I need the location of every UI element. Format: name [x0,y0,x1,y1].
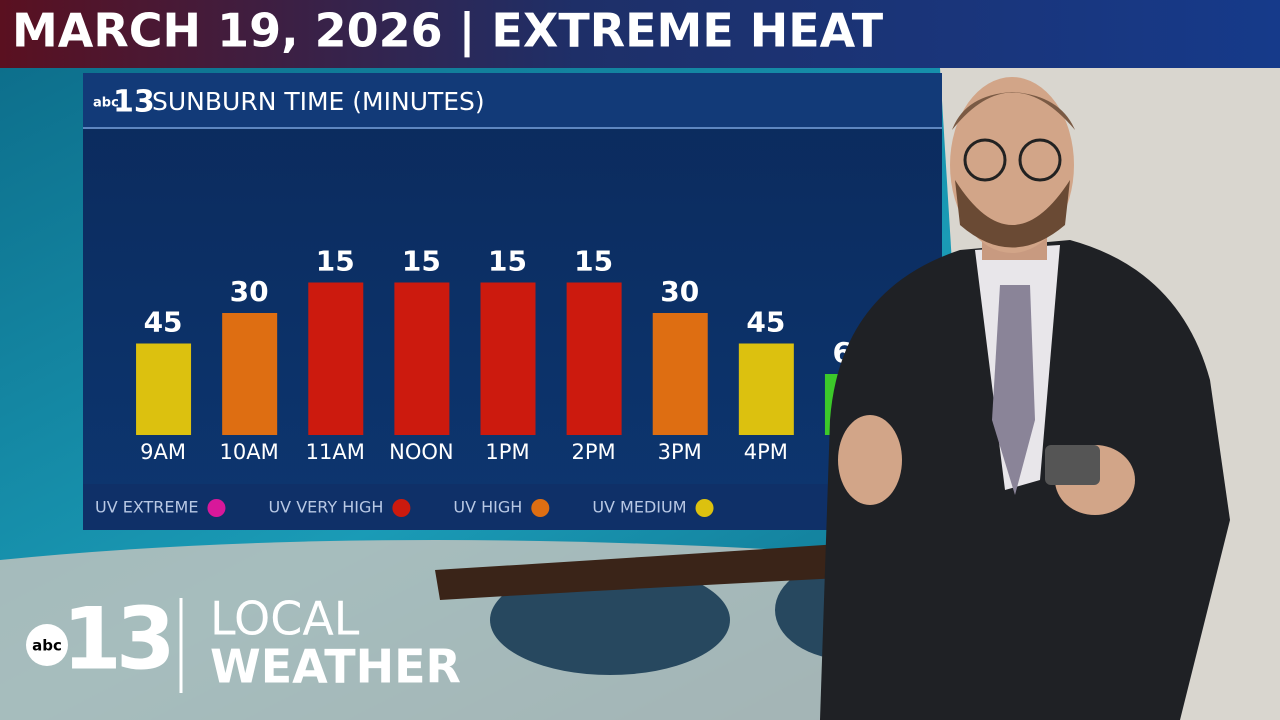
bar [394,282,450,435]
header-bar [0,0,1280,68]
value-label: 30 [230,275,269,308]
value-label: 15 [488,245,527,278]
show-line2: WEATHER [210,640,461,694]
x-tick-label: 9AM [140,440,186,464]
value-label: 45 [144,306,183,339]
x-tick-label: 11AM [306,440,365,464]
legend-label: UV VERY HIGH [268,498,383,517]
logo-13: 13 [113,85,155,120]
x-tick-label: 3PM [658,440,702,464]
legend-swatch [207,499,226,517]
bar [566,282,622,435]
value-label: 15 [316,245,355,278]
x-tick-label: NOON [389,440,453,464]
bar [222,313,278,435]
value-label: 15 [402,245,441,278]
legend-label: UV MEDIUM [592,498,686,517]
x-tick-label: 1PM [485,440,529,464]
value-label: 30 [660,275,699,308]
legend-label: UV HIGH [453,498,522,517]
logo-abc: abc [93,96,119,111]
chart-title: SUNBURN TIME (MINUTES) [152,87,485,116]
presenter [820,77,1230,720]
value-label: 45 [746,306,785,339]
show-line1: LOCAL [210,592,360,646]
value-label: 15 [574,245,613,278]
bar [738,343,794,435]
legend-swatch [531,499,550,517]
logo-abc: abc [32,637,62,655]
x-tick-label: 4PM [744,440,788,464]
bar [480,282,536,435]
x-tick-label: 2PM [572,440,616,464]
logo-13: 13 [62,589,170,689]
bar [652,313,708,435]
header-title: MARCH 19, 2026 | EXTREME HEAT [12,4,884,59]
bar [308,282,364,435]
legend-bar [83,484,942,530]
legend-label: UV EXTREME [95,498,198,517]
x-tick-label: 10AM [220,440,279,464]
chart-title-bar [83,73,942,128]
bar [136,343,192,435]
legend-swatch [392,499,411,517]
branding: abc 13 LOCAL WEATHER [26,589,461,694]
legend-swatch [695,499,714,517]
